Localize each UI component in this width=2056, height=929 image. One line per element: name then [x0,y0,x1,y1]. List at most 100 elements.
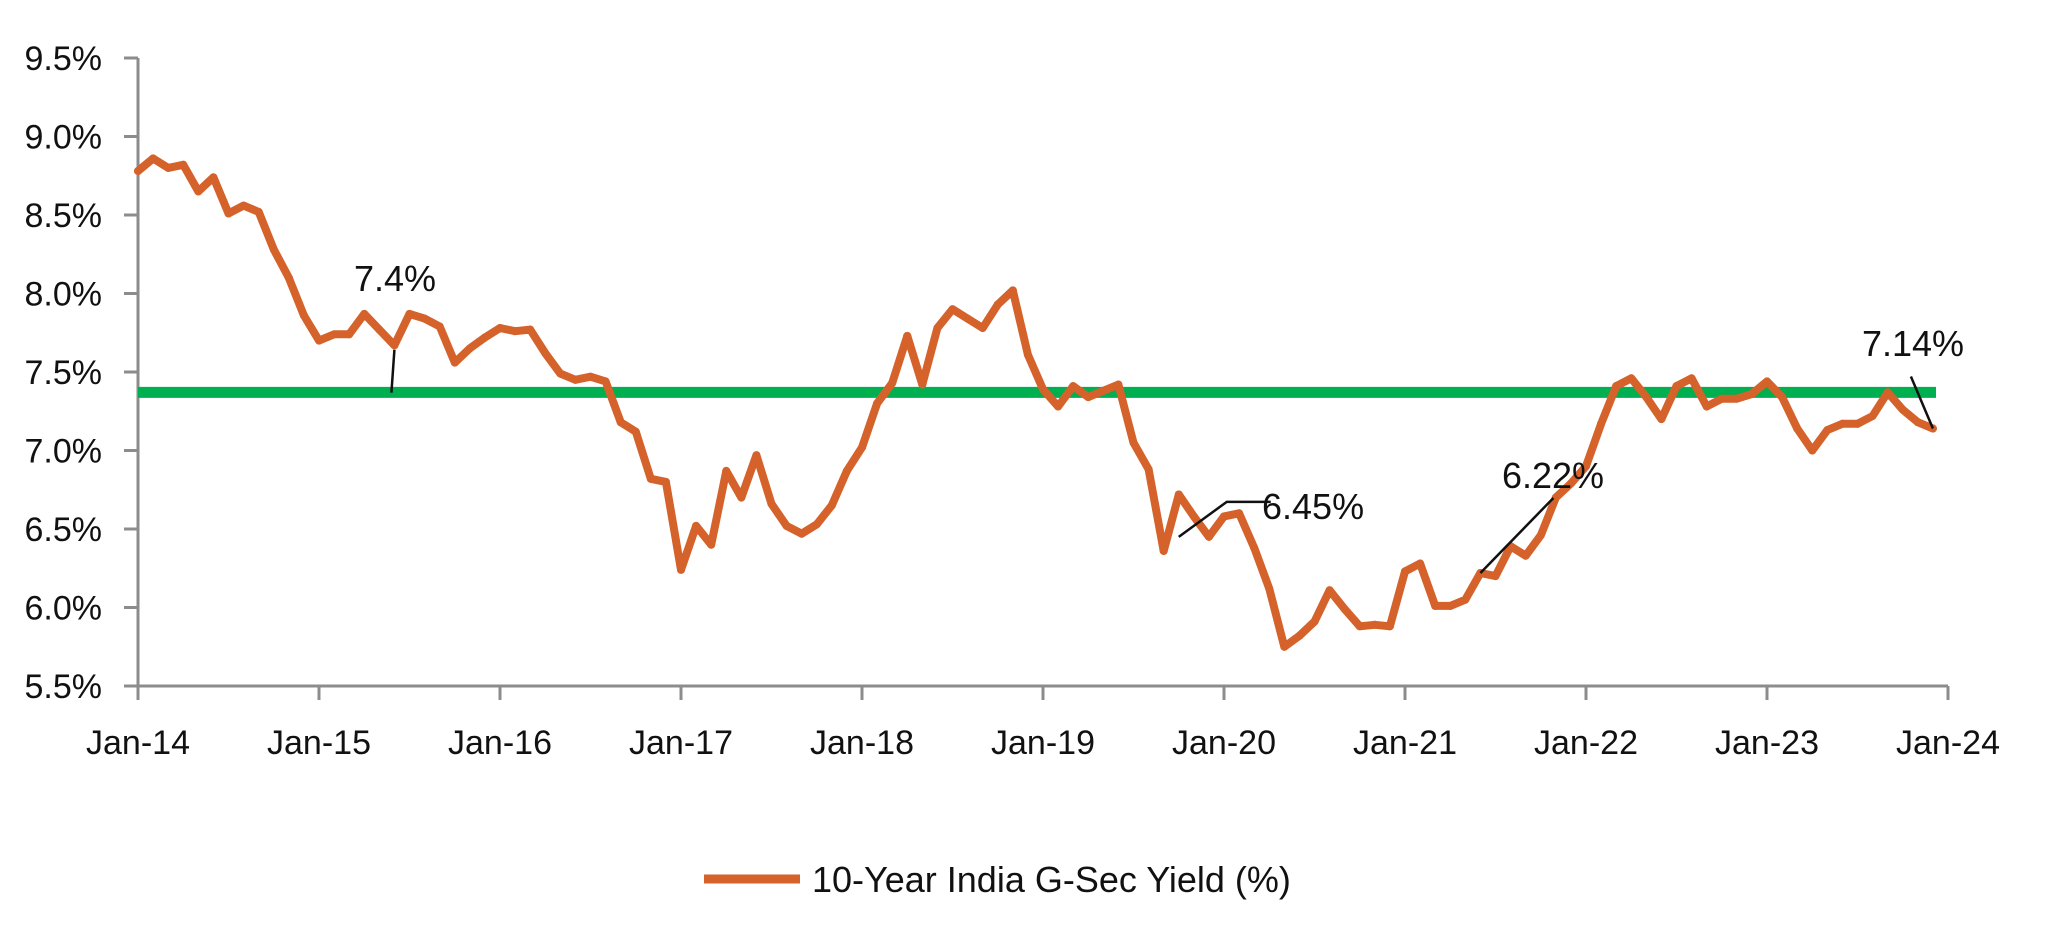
series-point [1310,617,1319,626]
x-tick-label: Jan-24 [1896,724,2000,762]
series-point [1008,286,1017,295]
series-point [646,474,655,483]
x-tick-label: Jan-18 [810,724,914,762]
series-point [873,399,882,408]
series-point [1642,393,1651,402]
series-point [1265,584,1274,593]
series-point [933,324,942,333]
x-tick-label: Jan-14 [86,724,190,762]
annotation-leader [1178,500,1271,538]
series-point [149,154,158,163]
series-point [692,521,701,530]
series-point [360,309,369,318]
series-point [405,309,414,318]
series-point [1732,394,1741,403]
series-point [1054,402,1063,411]
series-point [1627,374,1636,383]
series-point [1717,394,1726,403]
series-point [1114,380,1123,389]
series-point [1099,386,1108,395]
series-point [918,380,927,389]
series-point [465,344,474,353]
legend: 10-Year India G-Sec Yield (%) [704,859,1291,900]
y-tick-label: 9.5% [25,40,103,78]
series-point [1325,586,1334,595]
series-point [1778,393,1787,402]
series-point [586,372,595,381]
series-point [616,418,625,427]
series-point [496,324,504,333]
series-point [134,167,142,176]
series-point [1084,393,1093,402]
series-point [571,375,580,384]
series-point [1220,512,1228,521]
series-point [963,314,972,323]
series-point [752,451,761,460]
y-tick-label: 6.0% [25,590,103,628]
series-point [375,325,384,334]
series-point [164,163,173,172]
series-point [1370,620,1379,629]
annotation-leader [390,349,396,393]
series-point [737,493,746,502]
series-point [1461,595,1470,604]
series-point [1612,382,1621,391]
x-tick-label: Jan-17 [629,724,733,762]
series-point [480,333,489,342]
series-point [450,358,459,367]
series-point [707,540,716,549]
series-point [1235,509,1244,518]
series-point [827,501,836,510]
x-tick-label: Jan-15 [267,724,371,762]
annotation-label: 7.14% [1862,323,1964,364]
series-point [330,330,339,339]
annotation-leader [1909,376,1935,430]
series-point [1039,385,1047,394]
x-tick-label: Jan-21 [1353,724,1457,762]
series-point [224,209,233,218]
series-point [1355,622,1364,631]
series-point [1159,546,1168,555]
series-point [1868,411,1877,420]
series-point [1793,424,1802,433]
series-point [1129,438,1138,447]
series-point [948,305,957,314]
y-tick-label: 9.0% [25,119,103,157]
x-tick-label: Jan-23 [1715,724,1819,762]
y-axis-ticks: 5.5% 6.0% 6.5% 7.0% 7.5% 8.0% 8.5% 9.0% 9.5% [25,40,138,706]
series-point [1069,382,1078,391]
series-point [390,341,399,350]
series-point [812,520,821,529]
series-point [1853,419,1862,428]
series-point [1536,531,1545,540]
series-point [767,499,776,508]
x-axis-ticks: Jan-14 Jan-15 Jan-16 Jan-17 Jan-18 Jan-19 Jan-… [86,686,2000,762]
y-tick-label: 6.5% [25,511,103,549]
y-tick-label: 5.5% [25,668,103,706]
x-tick-label: Jan-19 [991,724,1095,762]
series-point [194,187,203,196]
series-point [1838,419,1847,428]
series-point [1340,605,1349,614]
annotation-label: 7.4% [354,258,436,299]
series-point [1521,551,1530,560]
series-point [1582,462,1590,471]
series-point [179,160,188,169]
series-point [1491,572,1500,581]
series-line-gsec-yield [134,154,1937,651]
series-point [299,311,308,320]
series-point [1446,601,1455,610]
series-point [797,529,806,538]
plot-area: 5.5% 6.0% 6.5% 7.0% 7.5% 8.0% 8.5% 9.0% 9.5% Jan… [25,40,2000,762]
series-point [1401,567,1409,576]
annotation-label: 6.45% [1262,486,1364,527]
series-point [284,273,293,282]
series-point [556,369,565,378]
series-point [1204,532,1213,541]
series-point [269,245,278,254]
series-point [722,466,731,475]
series-point [511,327,520,336]
series-point [1672,382,1681,391]
series-point [420,314,429,323]
